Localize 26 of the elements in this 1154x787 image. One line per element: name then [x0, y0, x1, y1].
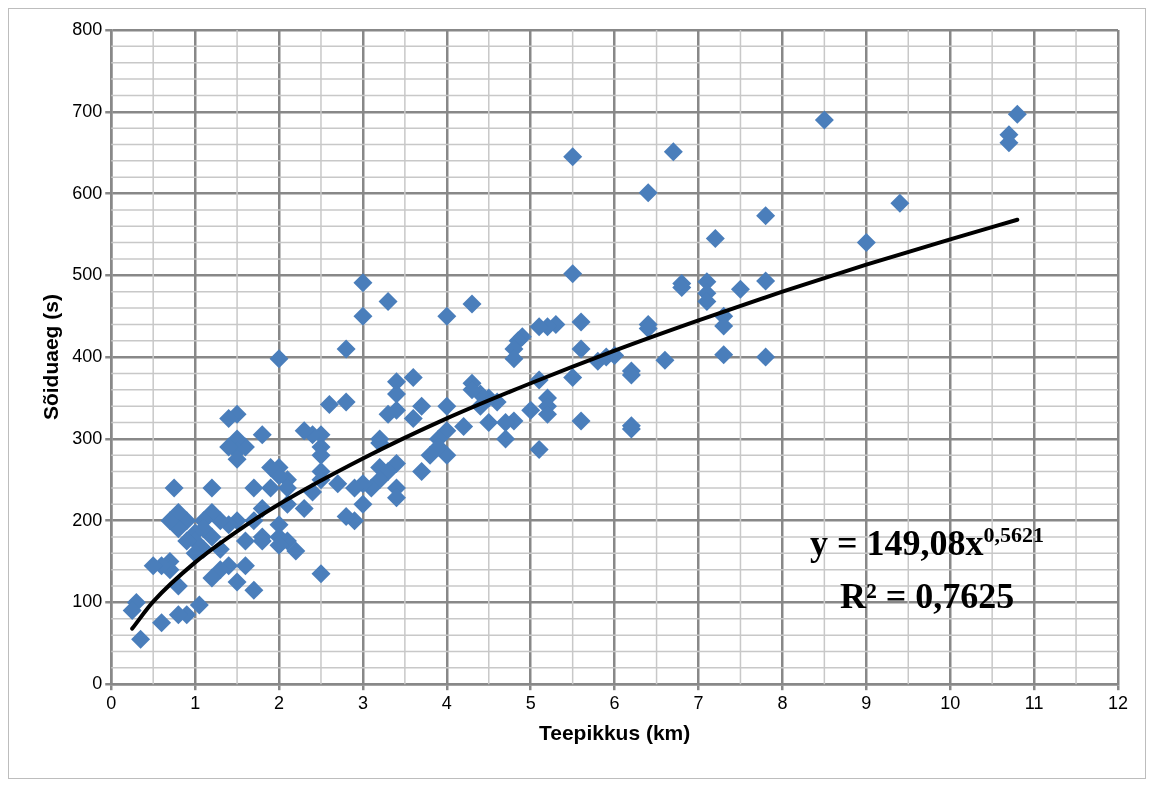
- x-axis-title: Teepikkus (km): [538, 721, 691, 745]
- y-tick-label: 300: [72, 427, 103, 448]
- x-tick-label: 10: [940, 692, 961, 713]
- x-tick-label: 1: [190, 692, 201, 713]
- x-tick-label: 12: [1107, 692, 1129, 713]
- y-tick-label: 200: [72, 509, 103, 530]
- annotation: y = 149,08x$^{0,5621}$: [810, 522, 1045, 564]
- x-tick-label: 5: [525, 692, 536, 713]
- x-tick-label: 11: [1024, 692, 1044, 713]
- x-tick-label: 6: [609, 692, 620, 713]
- x-tick-label: 8: [777, 692, 788, 713]
- x-tick-label: 3: [357, 692, 368, 713]
- x-tick-label: 7: [693, 692, 704, 713]
- x-tick-label: 4: [441, 692, 452, 713]
- x-tick-label: 0: [106, 692, 117, 713]
- y-tick-label: 400: [72, 346, 103, 367]
- y-tick-label: 100: [72, 591, 103, 612]
- y-axis-title: Sõiduaeg (s): [39, 294, 63, 421]
- y-tick-label: 800: [72, 18, 103, 39]
- annotation: R² = 0,7625: [840, 575, 1015, 617]
- y-tick-label: 700: [72, 100, 103, 121]
- y-tick-label: 0: [92, 673, 103, 694]
- y-tick-label: 600: [72, 182, 103, 203]
- y-tick-label: 500: [72, 264, 103, 285]
- x-tick-label: 9: [861, 692, 872, 713]
- x-tick-label: 2: [274, 692, 285, 713]
